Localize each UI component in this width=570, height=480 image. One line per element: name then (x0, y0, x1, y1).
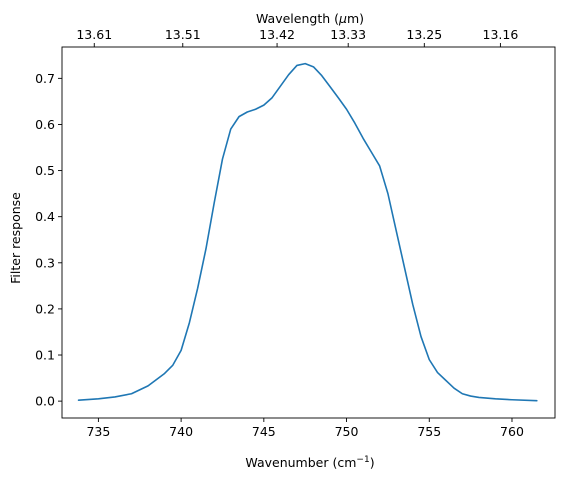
x-tick-label: 745 (252, 424, 276, 439)
plot-layer (77, 62, 538, 402)
x2-axis-title: Wavelength (μm) (256, 11, 364, 26)
y-tick-label: 0.6 (35, 117, 55, 132)
y-tick-label: 0.0 (35, 394, 55, 409)
y-tick-label: 0.3 (35, 255, 55, 270)
x2-tick-label: 13.42 (259, 27, 295, 42)
x2-tick-label: 13.25 (406, 27, 442, 42)
x2-tick-label: 13.16 (483, 27, 519, 42)
x-axis-title: Wavenumber (cm−1) (245, 455, 374, 470)
y-tick-label: 0.4 (35, 209, 55, 224)
x-tick-label: 755 (417, 424, 441, 439)
y-axis-left: 0.0 0.1 0.2 0.3 0.4 0.5 0.6 0.7 (35, 71, 62, 409)
y-axis-title: Filter response (8, 192, 23, 284)
x-tick-label: 760 (500, 424, 524, 439)
x-tick-label: 750 (335, 424, 359, 439)
y-tick-label: 0.7 (35, 71, 55, 86)
x2-tick-label: 13.33 (330, 27, 366, 42)
x-tick-label: 735 (86, 424, 110, 439)
series-line-0 (77, 62, 538, 402)
x-axis-bottom: 735 740 745 750 755 760 (86, 418, 524, 439)
plot-frame (61, 46, 556, 419)
y-tick-label: 0.2 (35, 301, 55, 316)
x-axis-top: 13.61 13.51 13.42 13.33 13.25 13.16 (76, 27, 518, 47)
x2-tick-label: 13.51 (165, 27, 201, 42)
y-tick-label: 0.5 (35, 163, 55, 178)
x2-tick-label: 13.61 (76, 27, 112, 42)
x-tick-label: 740 (169, 424, 193, 439)
y-tick-label: 0.1 (35, 348, 55, 363)
